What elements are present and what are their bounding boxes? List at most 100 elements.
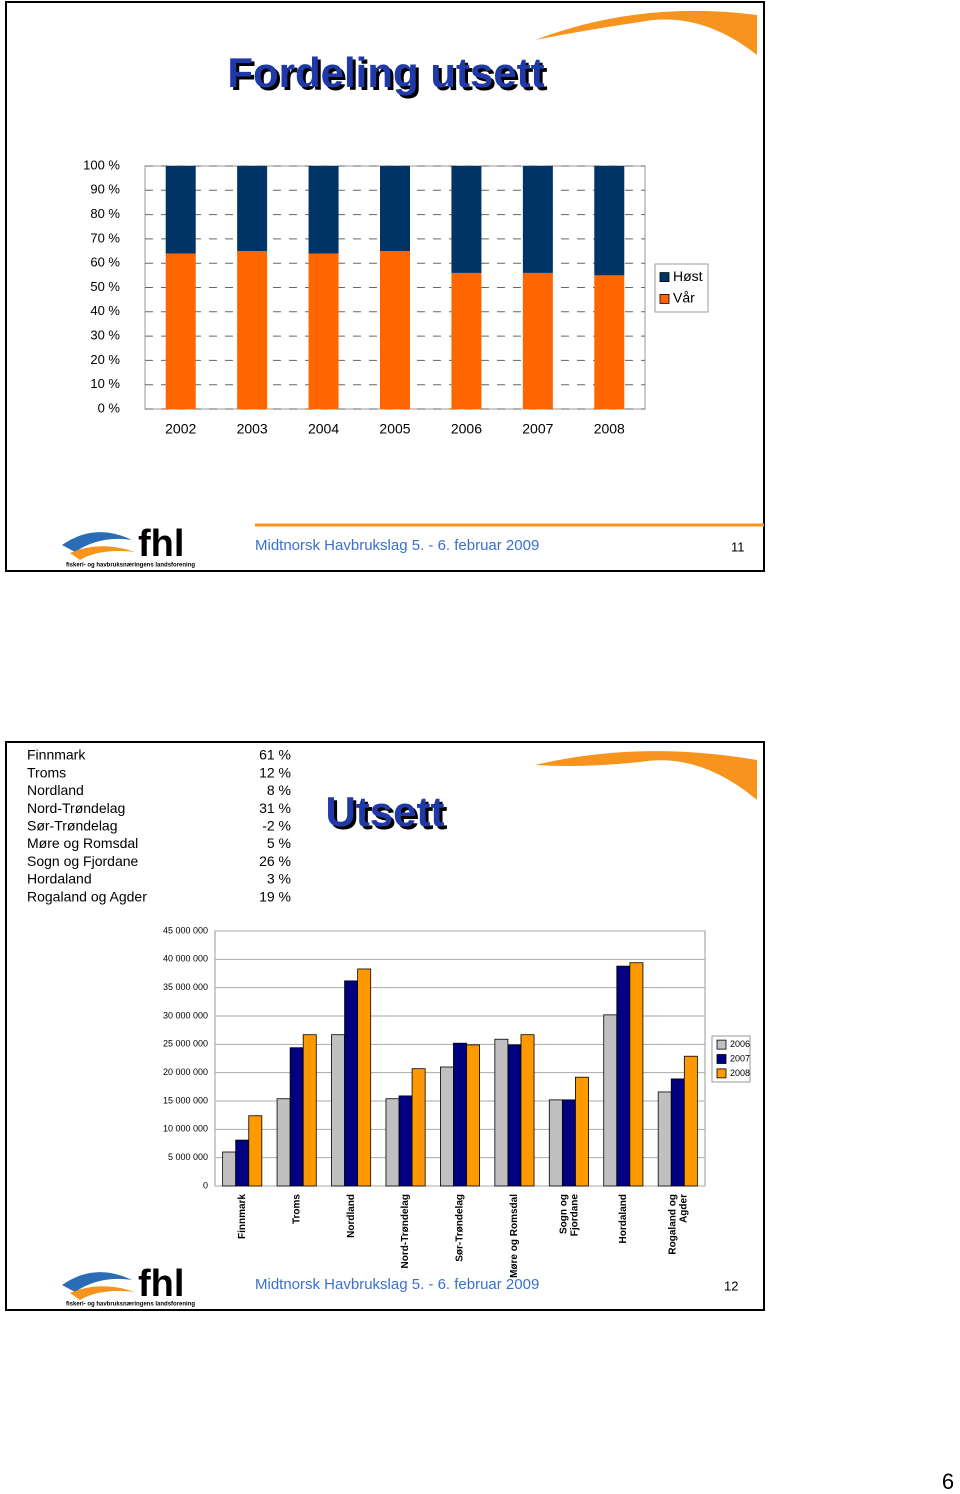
y-tick-label: 0 — [203, 1180, 208, 1190]
bar-segment — [165, 253, 196, 409]
y-tick-label: 40 % — [90, 303, 120, 318]
bar-segment — [451, 166, 482, 273]
bar — [439, 1066, 454, 1187]
bar — [520, 1034, 535, 1187]
bar-segment — [594, 275, 625, 409]
x-tick-label: 2007 — [522, 421, 553, 437]
bar — [344, 980, 359, 1187]
bar — [235, 1139, 250, 1187]
table-cell: 5 % — [267, 835, 291, 851]
x-tick-label: Nordland — [346, 1194, 357, 1238]
x-tick-label: 2008 — [594, 421, 625, 437]
bar — [575, 1076, 589, 1187]
x-tick-label: Nord-Trøndelag — [400, 1194, 411, 1268]
table-cell: Nordland — [27, 782, 84, 798]
bar — [603, 1014, 618, 1187]
y-tick-label: 70 % — [90, 230, 120, 245]
bar — [385, 1098, 400, 1187]
y-tick-label: 60 % — [90, 255, 120, 270]
legend-swatch — [659, 272, 670, 282]
footer: Midtnorsk Havbrukslag 5. - 6. februar 20… — [255, 1276, 539, 1293]
table-cell: Troms — [27, 764, 66, 780]
bar — [276, 1098, 291, 1187]
x-tick-label: 2002 — [165, 421, 196, 437]
slide-number: 12 — [724, 1278, 738, 1293]
legend-swatch — [659, 294, 670, 304]
y-tick-label: 50 % — [90, 279, 120, 294]
y-tick-label: 10 000 000 — [163, 1124, 208, 1134]
x-tick-label: 2005 — [379, 421, 410, 437]
bar — [670, 1078, 685, 1187]
legend-label: 2007 — [730, 1053, 750, 1063]
logo: fhl fiskeri- og havbruksnæringens landsf… — [62, 1263, 195, 1308]
legend-label: Vår — [673, 290, 695, 306]
bar — [616, 965, 631, 1187]
bar — [548, 1099, 563, 1187]
bar — [466, 1044, 480, 1187]
legend-label: 2006 — [730, 1039, 750, 1049]
bar-segment — [308, 253, 339, 409]
y-tick-label: 10 % — [90, 376, 120, 391]
x-tick-label: 2004 — [308, 421, 339, 437]
table-cell: Møre og Romsdal — [27, 835, 138, 851]
bar — [507, 1044, 522, 1187]
y-tick-label: 35 000 000 — [163, 982, 208, 992]
y-tick-label: 20 000 000 — [163, 1067, 208, 1077]
bar — [289, 1047, 304, 1187]
legend-label: Høst — [673, 268, 703, 284]
table-cell: Sør-Trøndelag — [27, 818, 118, 834]
table-cell: 31 % — [259, 800, 291, 816]
chart: 0 % 10 % 20 % 30 % 40 % 50 % 60 % 70 % 80 % 90 % 1… — [83, 157, 709, 437]
label-line: Rogaland og — [667, 1194, 678, 1255]
bar-segment — [380, 166, 410, 252]
table-cell: 26 % — [259, 853, 291, 869]
table-cell: 61 % — [259, 747, 291, 763]
x-tick-label: Hordaland — [618, 1194, 629, 1243]
x-tick-label: Møre og Romsdal — [509, 1194, 520, 1278]
table-cell: Finnmark — [27, 747, 86, 763]
title-shadow: Fordeling utsett — [230, 52, 547, 99]
table-cell: Rogaland og Agder — [27, 888, 147, 904]
bar-segment — [165, 166, 196, 254]
x-tick-label: Sør-Trøndelag — [455, 1194, 466, 1262]
y-tick-label: 80 % — [90, 206, 120, 221]
bar-segment — [451, 272, 482, 409]
y-tick-label: 30 000 000 — [163, 1010, 208, 1020]
bar — [683, 1055, 698, 1187]
x-tick-label: Sogn ogFjordane — [558, 1194, 580, 1237]
y-tick-label: 100 % — [83, 157, 120, 172]
bar-segment — [522, 166, 553, 273]
title-shadow: Utsett — [328, 791, 447, 838]
legend-swatch — [716, 1068, 727, 1079]
slide-title: Fordeling utsett — [227, 49, 544, 96]
swoosh — [535, 751, 757, 800]
bar-segment — [380, 251, 410, 409]
table: Finnmark 61 % Troms 12 % Nordland 8 % Nord-Trø… — [27, 747, 291, 905]
slide-title: Utsett — [325, 788, 444, 835]
table-cell: 3 % — [267, 871, 291, 887]
table-cell: 12 % — [259, 764, 291, 780]
y-tick-label: 45 000 000 — [163, 925, 208, 935]
y-tick-label: 25 000 000 — [163, 1039, 208, 1049]
y-tick-label: 30 % — [90, 328, 120, 343]
label-line: Agder — [678, 1194, 689, 1223]
y-tick-label: 90 % — [90, 182, 120, 197]
x-tick-label: Troms — [291, 1194, 302, 1224]
bar — [331, 1034, 345, 1187]
y-tick-label: 40 000 000 — [163, 954, 208, 964]
bar-segment — [237, 251, 268, 409]
bar — [411, 1068, 426, 1187]
y-tick-label: 15 000 000 — [163, 1095, 208, 1105]
logo: fhl fiskeri- og havbruksnæringens landsf… — [62, 523, 195, 569]
legend-swatch — [716, 1054, 727, 1064]
bar — [561, 1099, 576, 1187]
bar-segment — [237, 166, 268, 252]
slide-number: 11 — [731, 539, 745, 554]
x-tick-label: 2006 — [451, 421, 482, 437]
table-cell: Hordaland — [27, 871, 92, 887]
chart: 0 5 000 000 10 000 000 15 000 000 20 000 000… — [163, 925, 751, 1278]
x-tick-label: 2003 — [237, 421, 268, 437]
y-tick-label: 0 % — [98, 400, 121, 415]
bar — [248, 1115, 263, 1187]
